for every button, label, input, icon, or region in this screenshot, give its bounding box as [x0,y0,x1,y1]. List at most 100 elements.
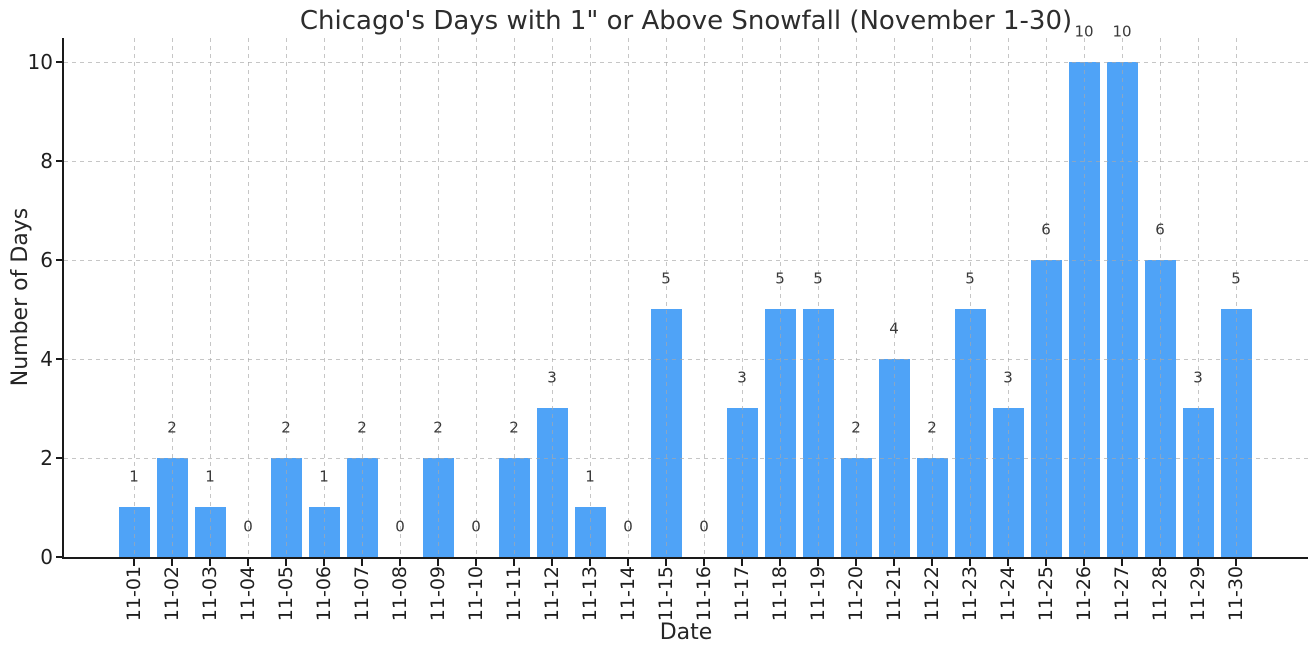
x-tick-mark [1045,559,1047,566]
x-tick-label: 11-20 [845,566,867,622]
x-tick-mark [1197,559,1199,566]
bar-value-label: 5 [1231,269,1241,288]
x-tick-label: 11-30 [1225,566,1247,622]
bar-value-label: 1 [585,467,595,486]
x-tick-label: 11-02 [161,566,183,622]
gridline-horizontal [64,160,1308,162]
bar-value-label: 3 [1193,368,1203,387]
gridline-horizontal [64,61,1308,63]
x-tick-mark [437,559,439,566]
bar-value-label: 5 [661,269,671,288]
y-tick-label: 10 [27,50,53,74]
bar-value-label: 0 [471,517,481,536]
x-tick-mark [817,559,819,566]
gridline-vertical [513,38,515,557]
x-tick-mark [475,559,477,566]
x-tick-mark [665,559,667,566]
x-tick-label: 11-29 [1187,566,1209,622]
x-tick-label: 11-06 [313,566,335,622]
bar-value-label: 6 [1041,220,1051,239]
x-tick-mark [627,559,629,566]
x-tick-mark [931,559,933,566]
gridline-vertical [399,38,401,557]
x-tick-mark [171,559,173,566]
x-tick-label: 11-14 [617,566,639,622]
bar-value-label: 2 [927,418,937,437]
x-tick-label: 11-09 [427,566,449,622]
gridline-vertical [893,38,895,557]
x-tick-label: 11-07 [351,566,373,622]
gridline-vertical [133,38,135,557]
gridline-vertical [703,38,705,557]
gridline-vertical [323,38,325,557]
x-axis-label: Date [659,620,713,645]
x-tick-label: 11-16 [693,566,715,622]
gridline-vertical [779,38,781,557]
plot-area [64,38,1308,557]
y-tick-label: 6 [40,248,53,272]
x-tick-label: 11-01 [123,566,145,622]
x-tick-label: 11-24 [997,566,1019,622]
x-tick-mark [893,559,895,566]
y-tick-mark [56,556,62,558]
bar-value-label: 2 [509,418,519,437]
x-tick-label: 11-26 [1073,566,1095,622]
x-tick-mark [969,559,971,566]
x-tick-mark [741,559,743,566]
gridline-vertical [589,38,591,557]
gridline-vertical [361,38,363,557]
x-tick-label: 11-18 [769,566,791,622]
y-tick-mark [56,160,62,162]
x-tick-mark [209,559,211,566]
bar-value-label: 0 [243,517,253,536]
gridline-horizontal [64,358,1308,360]
x-tick-label: 11-04 [237,566,259,622]
bar-value-label: 3 [547,368,557,387]
x-tick-mark [551,559,553,566]
x-tick-label: 11-21 [883,566,905,622]
x-tick-mark [855,559,857,566]
x-tick-label: 11-19 [807,566,829,622]
x-tick-mark [247,559,249,566]
gridline-vertical [475,38,477,557]
y-tick-mark [56,358,62,360]
gridline-vertical [551,38,553,557]
bar-value-label: 1 [319,467,329,486]
bar-value-label: 2 [357,418,367,437]
y-tick-label: 0 [40,545,53,569]
gridline-horizontal [64,457,1308,459]
y-tick-mark [56,259,62,261]
bar-value-label: 10 [1112,22,1132,41]
x-tick-mark [1235,559,1237,566]
y-tick-label: 2 [40,446,53,470]
gridline-vertical [855,38,857,557]
bar-value-label: 0 [699,517,709,536]
gridline-vertical [171,38,173,557]
gridline-vertical [1121,38,1123,557]
bar-value-label: 5 [965,269,975,288]
bar-value-label: 2 [851,418,861,437]
x-tick-mark [285,559,287,566]
y-tick-label: 8 [40,149,53,173]
x-tick-mark [703,559,705,566]
y-axis-spine [62,38,64,559]
bar-value-label: 10 [1074,22,1094,41]
x-tick-mark [1159,559,1161,566]
x-tick-label: 11-12 [541,566,563,622]
x-tick-label: 11-13 [579,566,601,622]
gridline-vertical [247,38,249,557]
chart-title: Chicago's Days with 1" or Above Snowfall… [299,6,1073,36]
y-tick-label: 4 [40,347,53,371]
bar-value-label: 2 [167,418,177,437]
x-tick-mark [513,559,515,566]
gridline-vertical [969,38,971,557]
y-tick-mark [56,457,62,459]
x-tick-mark [399,559,401,566]
bar-value-label: 0 [395,517,405,536]
x-tick-mark [589,559,591,566]
gridline-vertical [1045,38,1047,557]
gridline-vertical [1083,38,1085,557]
bar-value-label: 5 [813,269,823,288]
y-tick-mark [56,61,62,63]
